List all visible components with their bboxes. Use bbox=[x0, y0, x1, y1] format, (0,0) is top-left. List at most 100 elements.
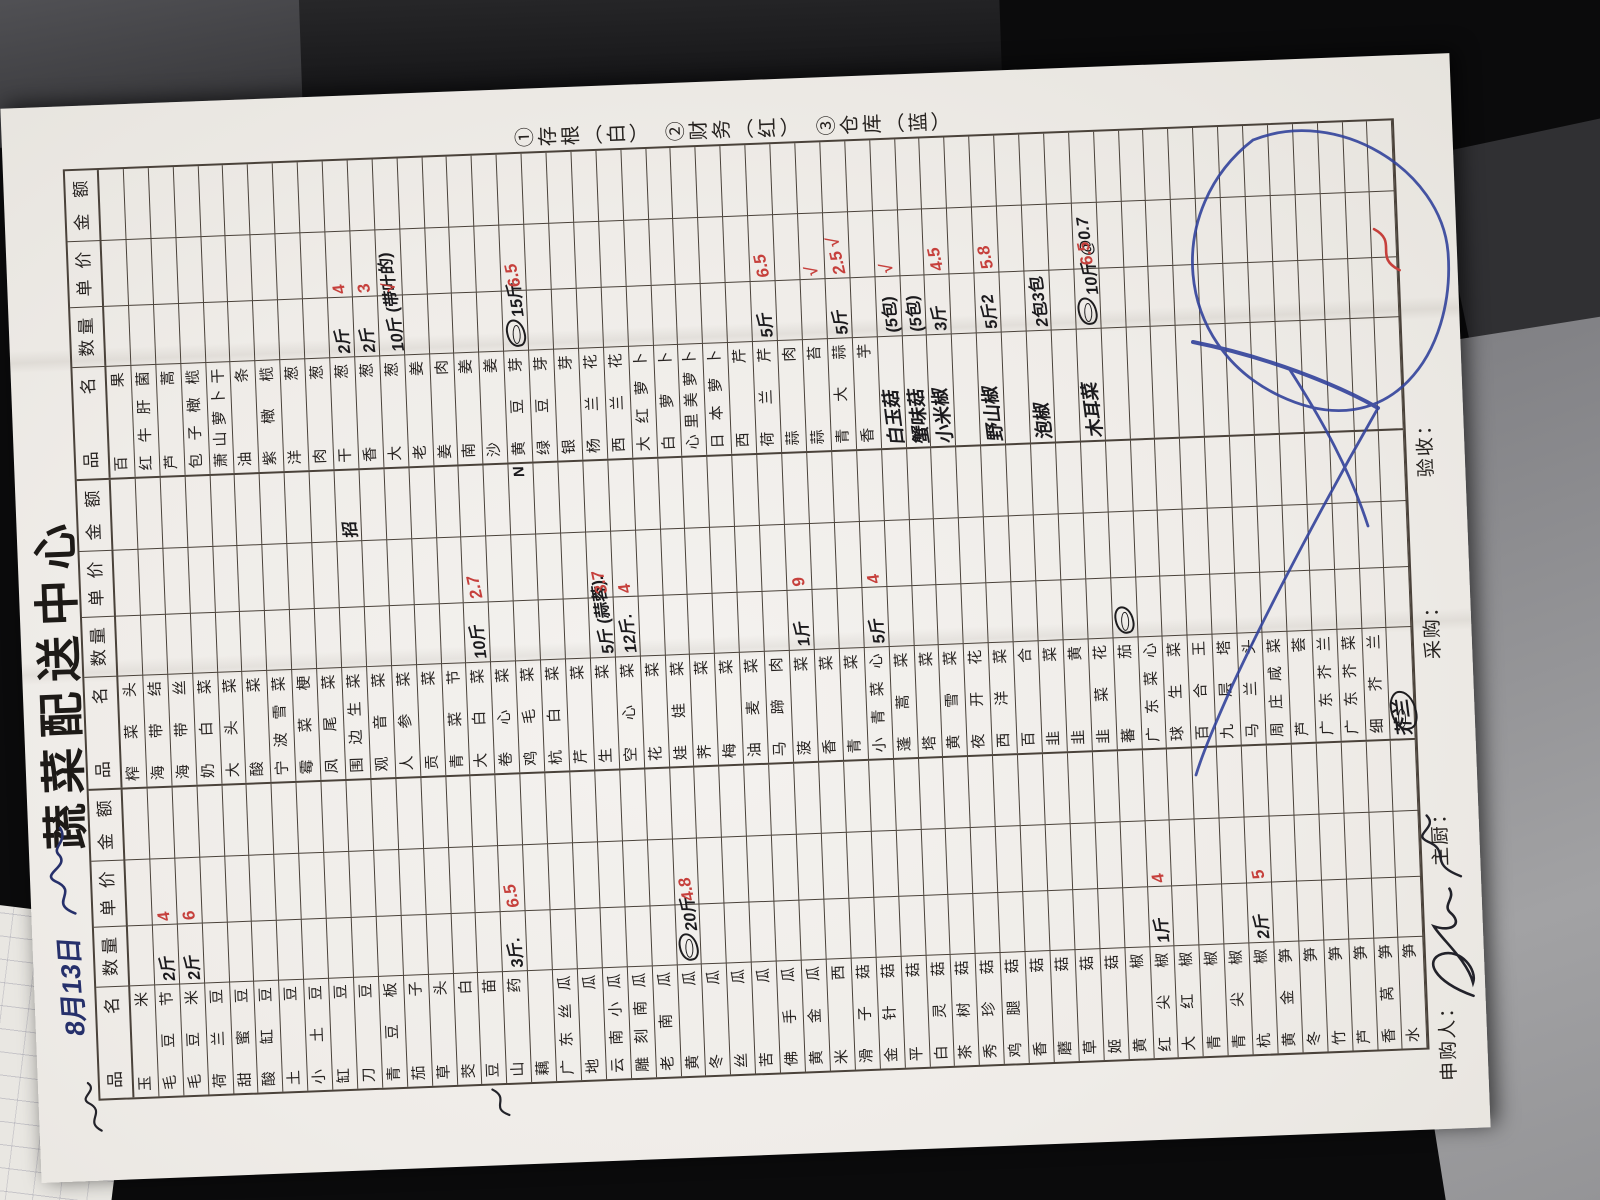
quantity-cell bbox=[240, 609, 268, 671]
unit-price-cell bbox=[1269, 814, 1297, 882]
quantity-cell: 5斤2 bbox=[974, 271, 1002, 333]
quantity-cell bbox=[676, 282, 704, 344]
printed-item-name: 甜蜜豆 bbox=[233, 987, 254, 1088]
printed-item-name: 卷心菜 bbox=[495, 667, 516, 768]
printed-item-name: 青大蒜 bbox=[831, 344, 852, 444]
printed-item-name: 梅菜 bbox=[719, 658, 740, 759]
unit-price-cell bbox=[1121, 199, 1149, 267]
quantity-cell bbox=[625, 905, 653, 967]
scribble-blob bbox=[503, 317, 528, 349]
quantity-cell bbox=[936, 583, 964, 645]
unit-price-cell bbox=[635, 528, 664, 596]
printed-item-name: 毛豆米 bbox=[184, 989, 204, 1090]
amount-cell bbox=[246, 783, 275, 855]
printed-item-name: 杭白菜 bbox=[545, 665, 566, 766]
amount-cell bbox=[819, 761, 847, 833]
handwritten-price: 4 bbox=[614, 582, 636, 595]
order-form-sheet: 8月13日 蔬菜配送中心 ①存根（白） ②财务（红） ③仓库（蓝） 品 名数量单… bbox=[0, 53, 1491, 1183]
quantity-cell bbox=[551, 287, 579, 349]
unit-price-cell bbox=[946, 826, 974, 894]
requester-label: 申购人： bbox=[1436, 996, 1461, 1082]
quantity-cell: 20斤 bbox=[675, 896, 703, 965]
printed-item-name: 马蹄肉 bbox=[769, 657, 789, 757]
unit-price-cell bbox=[996, 204, 1025, 272]
amount-cell bbox=[595, 770, 623, 842]
handwritten-price: 6.5 bbox=[500, 262, 525, 288]
handwritten-quantity: 5斤2 bbox=[978, 294, 1002, 329]
unit-price-cell bbox=[1393, 809, 1422, 877]
printed-item-name: 观音菜 bbox=[371, 672, 392, 772]
handwritten-price: 4.5 bbox=[923, 246, 948, 272]
amount-cell bbox=[646, 148, 674, 219]
unit-price-cell bbox=[188, 545, 216, 613]
unit-price-cell bbox=[436, 536, 465, 604]
unit-price-cell bbox=[598, 219, 627, 287]
quantity-cell bbox=[1098, 266, 1127, 328]
printed-item-name: 佛手瓜 bbox=[781, 966, 801, 1067]
printed-item-name: 冬瓜 bbox=[706, 969, 727, 1070]
printed-item-name: 酸菜 bbox=[246, 677, 267, 777]
unit-price-cell bbox=[324, 850, 352, 918]
amount-cell bbox=[1118, 129, 1147, 201]
quantity-cell bbox=[153, 303, 181, 364]
printed-item-name: 包子橄榄 bbox=[185, 369, 206, 469]
quantity-cell bbox=[1023, 890, 1051, 951]
unit-price-cell bbox=[199, 855, 228, 923]
amount-cell bbox=[135, 477, 164, 549]
printed-item-name: 凤尾菜 bbox=[321, 674, 342, 774]
quantity-cell bbox=[451, 912, 479, 973]
amount-cell bbox=[893, 758, 922, 830]
quantity-cell bbox=[301, 917, 330, 979]
printed-item-name: 花菜 bbox=[644, 661, 665, 762]
quantity-cell bbox=[725, 281, 754, 342]
quantity-cell bbox=[1248, 260, 1276, 322]
quantity-cell bbox=[339, 606, 367, 668]
amount-cell bbox=[185, 475, 213, 547]
unit-price-cell bbox=[970, 826, 999, 893]
amount-cell bbox=[396, 778, 424, 849]
unit-price-cell bbox=[548, 842, 576, 910]
unit-price-cell: 6 bbox=[175, 856, 203, 924]
receiver-label: 验收： bbox=[1414, 413, 1438, 478]
amount-cell bbox=[1267, 124, 1296, 196]
unit-price-cell bbox=[474, 224, 503, 292]
amount-cell bbox=[248, 163, 276, 235]
quantity-cell bbox=[774, 899, 802, 961]
unit-price-cell bbox=[250, 233, 279, 301]
amount-cell bbox=[1168, 127, 1196, 199]
printed-item-name: 草头 bbox=[432, 980, 453, 1080]
amount-cell bbox=[1055, 442, 1084, 514]
quantity-cell bbox=[812, 587, 840, 649]
printed-item-name: 金针菇 bbox=[880, 962, 901, 1063]
amount-cell bbox=[1068, 131, 1097, 203]
unit-price-cell: 4.8 bbox=[672, 837, 700, 905]
amount-cell bbox=[1379, 430, 1407, 501]
amount-cell bbox=[1030, 443, 1059, 515]
unit-price-cell bbox=[300, 231, 328, 299]
table-group: 品 名数量 单价金 额百果 红牛肝菌 芦蒿 包子橄榄 萧山萝卜干 油条 紫橄榄 洋葱 肉葱 干葱 2斤… bbox=[64, 120, 1405, 482]
amount-cell bbox=[1367, 120, 1395, 192]
unit-price-cell bbox=[1332, 501, 1360, 569]
scribble-blob bbox=[1075, 295, 1100, 327]
unit-price-cell bbox=[623, 218, 652, 286]
unit-price-cell bbox=[1095, 821, 1123, 889]
amount-cell bbox=[644, 768, 673, 840]
unit-price-cell bbox=[897, 208, 925, 276]
printed-item-name: 茶树菇 bbox=[955, 960, 975, 1060]
printed-item-name: 生菜 bbox=[595, 663, 615, 764]
quantity-cell bbox=[1061, 578, 1089, 640]
printed-item-name: 紫橄榄 bbox=[259, 366, 280, 466]
column-header-qty: 数量 bbox=[70, 305, 107, 368]
printed-item-name: 绿豆芽 bbox=[533, 355, 554, 456]
quantity-cell bbox=[837, 587, 865, 648]
unit-price-cell bbox=[126, 238, 154, 305]
printed-item-name: 缸豆 bbox=[333, 983, 354, 1084]
amount-cell bbox=[223, 164, 251, 236]
printed-item-name: 荷兰芹 bbox=[757, 347, 778, 447]
printed-item-name: 广东芥兰 bbox=[1316, 635, 1337, 736]
unit-price-cell bbox=[1195, 196, 1224, 264]
unit-price-cell bbox=[1368, 810, 1397, 878]
amount-cell bbox=[707, 455, 736, 527]
quantity-cell bbox=[476, 911, 504, 973]
quantity-cell bbox=[700, 282, 729, 343]
